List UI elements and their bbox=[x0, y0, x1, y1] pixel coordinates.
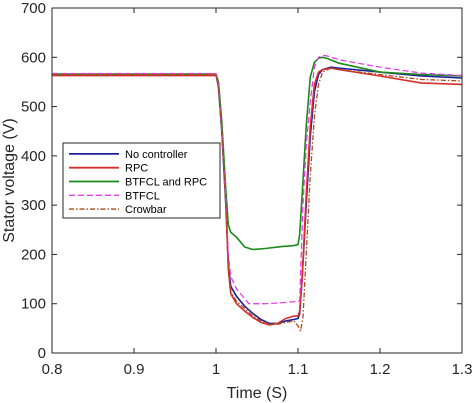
x-tick-label: 1 bbox=[212, 361, 220, 378]
series-line-crowbar bbox=[52, 67, 463, 332]
x-tick-label: 1.1 bbox=[288, 361, 309, 378]
x-tick-label: 1.3 bbox=[452, 361, 473, 378]
x-tick-label: 0.9 bbox=[124, 361, 145, 378]
y-tick-label: 400 bbox=[21, 148, 46, 165]
y-tick-label: 600 bbox=[21, 49, 46, 66]
y-tick-label: 700 bbox=[21, 0, 46, 17]
legend-label: RPC bbox=[125, 163, 148, 175]
axes-box bbox=[51, 7, 463, 354]
x-tick-label: 0.8 bbox=[42, 361, 63, 378]
series-line-btfcl-and-rpc bbox=[52, 56, 463, 251]
series-layer bbox=[52, 54, 463, 332]
legend-label: BTFCL bbox=[125, 190, 160, 202]
y-tick-label: 0 bbox=[38, 345, 46, 362]
y-tick-label: 200 bbox=[21, 246, 46, 263]
legend-box bbox=[62, 142, 221, 219]
y-tick-label: 100 bbox=[21, 296, 46, 313]
legend-label: No controller bbox=[125, 149, 188, 161]
ticks-layer: 0.8 0.9 1 1.1 1.2 1.3 0 100 200 300 400 500 600 700 bbox=[21, 0, 472, 378]
y-tick-label: 300 bbox=[21, 197, 46, 214]
y-tick-label: 500 bbox=[21, 99, 46, 116]
y-axis-label: Stator voltage (V) bbox=[1, 118, 18, 243]
x-axis-label: Time (S) bbox=[227, 385, 288, 402]
legend-label: Crowbar bbox=[125, 204, 167, 216]
legend-label: BTFCL and RPC bbox=[125, 177, 207, 189]
x-tick-label: 1.2 bbox=[370, 361, 391, 378]
